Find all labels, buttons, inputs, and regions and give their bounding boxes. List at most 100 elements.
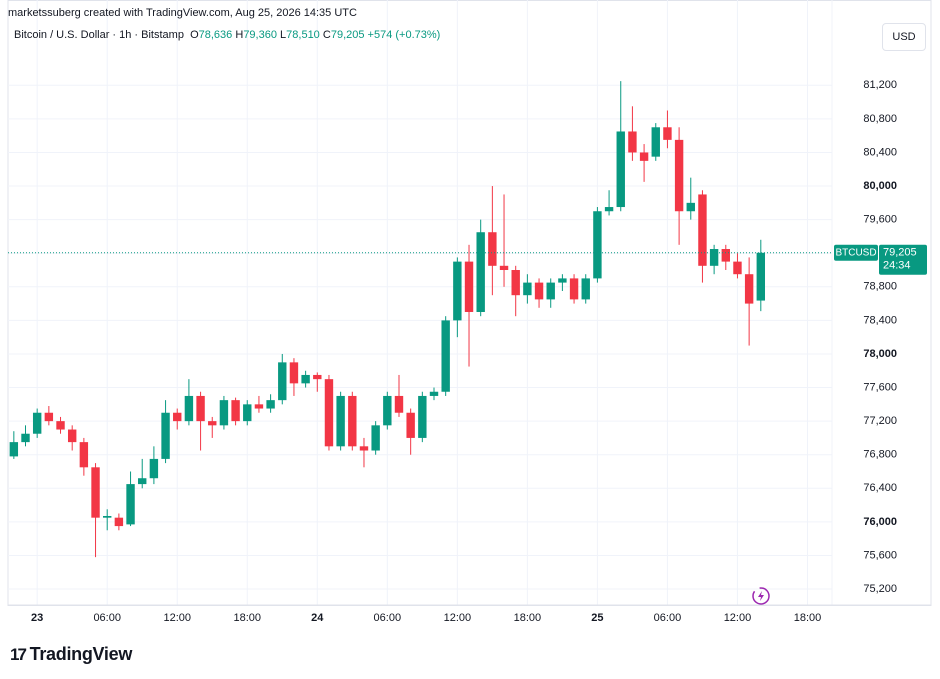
candle-body	[301, 374, 310, 384]
candle-body	[558, 278, 567, 283]
candle-body	[593, 211, 602, 279]
candle-body	[488, 232, 497, 266]
candle-body	[79, 442, 89, 468]
y-tick-label: 80,800	[863, 113, 897, 125]
y-tick-label: 80,000	[863, 180, 897, 192]
x-tick-label: 12:00	[724, 612, 752, 624]
symbol-tag	[834, 244, 878, 261]
c-value: 79,205	[330, 29, 365, 41]
candle-body	[91, 467, 100, 518]
candle-body	[359, 446, 369, 451]
y-tick-label: 75,600	[863, 549, 897, 561]
candle-body	[464, 261, 474, 312]
candle-body	[709, 249, 719, 266]
candle-body	[161, 412, 170, 459]
price-tag-text: 79,205	[883, 247, 917, 259]
candle-body	[9, 442, 19, 457]
x-tick-label: 12:00	[444, 612, 472, 624]
currency-button[interactable]: USD	[882, 23, 926, 51]
y-tick-label: 78,800	[863, 281, 897, 293]
x-tick-label: 12:00	[163, 612, 191, 624]
l-value: 78,510	[286, 29, 320, 41]
candle-body	[453, 261, 462, 321]
candle-body	[721, 249, 730, 262]
candle-body	[418, 395, 427, 438]
y-tick-label: 81,200	[863, 79, 897, 91]
y-tick-label: 75,200	[863, 583, 897, 595]
candle-body	[67, 429, 77, 443]
y-tick-label: 76,000	[863, 516, 897, 528]
candle-body	[663, 127, 672, 140]
attribution: marketssuberg created with TradingView.c…	[8, 7, 357, 19]
logo-mark: 17	[10, 645, 27, 664]
candle-body	[219, 400, 229, 426]
x-tick-label: 23	[31, 612, 43, 624]
change: +574 (+0.73%)	[367, 29, 441, 41]
candle-body	[628, 131, 637, 153]
candle-body	[441, 320, 450, 392]
lightning-icon	[752, 587, 770, 605]
candle-body	[289, 362, 299, 384]
candle-body	[744, 274, 754, 304]
candle-body	[56, 421, 65, 430]
candle-body	[196, 395, 205, 422]
countdown-text: 24:34	[883, 260, 911, 272]
candle-body	[616, 131, 625, 208]
candle-body	[569, 278, 579, 300]
logo: 17 TradingView	[10, 644, 132, 665]
symbol: Bitcoin / U.S. Dollar · 1h · Bitstamp	[14, 29, 184, 41]
candle-body	[44, 412, 54, 422]
candle-body	[336, 395, 345, 447]
logo-text: TradingView	[29, 644, 133, 664]
y-tick-label: 79,600	[863, 214, 897, 226]
candle-body	[546, 282, 555, 300]
candle-body	[733, 261, 742, 275]
x-tick-label: 06:00	[654, 612, 682, 624]
candle-body	[126, 484, 135, 525]
candle-body	[476, 232, 485, 312]
candle-body	[639, 152, 649, 161]
legend: Bitcoin / U.S. Dollar · 1h · Bitstamp O 7…	[14, 29, 440, 41]
y-tick-label: 78,000	[863, 348, 897, 360]
candle-body	[266, 400, 275, 409]
candle-body	[348, 395, 357, 447]
y-tick-label: 78,400	[863, 314, 897, 326]
candle-body	[651, 127, 660, 157]
x-tick-label: 06:00	[374, 612, 402, 624]
y-tick-label: 80,400	[863, 146, 897, 158]
h-label: H	[235, 29, 244, 41]
o-label: O	[190, 29, 199, 41]
candle-body	[429, 391, 439, 396]
x-tick-label: 18:00	[233, 612, 261, 624]
price-tag	[879, 244, 927, 275]
candle-body	[604, 207, 614, 212]
candle-body	[698, 194, 707, 266]
candle-body	[674, 139, 684, 212]
candle-body	[231, 400, 240, 422]
candle-body	[324, 379, 334, 447]
candle-body	[103, 516, 112, 518]
candle-body	[523, 282, 532, 296]
x-tick-label: 24	[311, 612, 324, 624]
candle-body	[511, 270, 520, 296]
candle-body	[32, 412, 42, 434]
candle-body	[184, 395, 194, 422]
candle-body	[383, 395, 392, 426]
candle-body	[534, 282, 544, 300]
candle-body	[208, 421, 217, 426]
y-tick-label: 77,200	[863, 415, 897, 427]
x-tick-label: 06:00	[93, 612, 121, 624]
candle-body	[394, 395, 404, 413]
candle-body	[254, 404, 264, 409]
y-tick-label: 76,800	[863, 449, 897, 461]
candle-body	[173, 412, 182, 422]
candle-body	[406, 412, 415, 438]
x-tick-label: 18:00	[794, 612, 822, 624]
candle-body	[686, 202, 695, 212]
x-tick-label: 25	[591, 612, 603, 624]
h-value: 79,360	[243, 29, 277, 41]
symbol-tag-text: BTCUSD	[835, 247, 876, 258]
candle-body	[756, 252, 766, 301]
